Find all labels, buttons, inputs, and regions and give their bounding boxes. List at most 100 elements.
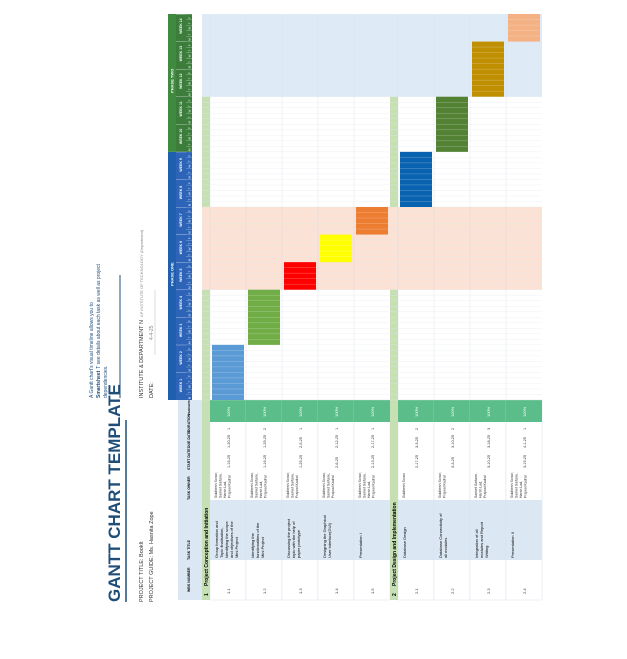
day-cell (186, 367, 192, 373)
task-title-line: Presentation II (510, 532, 515, 558)
day-letter: M (188, 38, 192, 41)
gantt-bar[interactable] (320, 234, 352, 263)
day-letter: M (188, 258, 192, 261)
task-title-cell (470, 500, 506, 560)
task-pct-complete: 100% (450, 406, 455, 417)
task-owner: Siddhesh Sonar,Sanket Sartane,Prajwal Ka… (286, 472, 299, 498)
date-label: DATE: (149, 382, 155, 398)
task-title-line: all modules (443, 538, 448, 558)
day-cell (186, 190, 192, 196)
smartsheet-link-text[interactable]: Smartsheet (96, 370, 102, 398)
day-letter: M (188, 369, 192, 372)
task-owner-line: Sanket Sartane, (219, 473, 223, 498)
task-title-cell (434, 500, 470, 560)
task-owner-line: Sanket Sartane, (515, 473, 519, 498)
day-letter: F (188, 99, 192, 101)
day-letter: F (188, 375, 192, 377)
task-owner-line: Siddhesh Sonar, (358, 472, 362, 498)
day-cell (186, 14, 192, 20)
day-letter: T (188, 364, 192, 366)
task-title-cell (210, 500, 246, 560)
task-title-cell (246, 500, 282, 560)
pct-complete-cell (210, 400, 246, 422)
institute-value: AP INSTITUTE OF TECHNOLOGY (Department) (139, 229, 144, 317)
task-title-cell (398, 500, 434, 560)
task-wbs: 2.1 (414, 588, 419, 594)
task-owner-line: Harsh Lad, (479, 481, 483, 498)
task-wbs: 1.4 (334, 588, 339, 594)
day-cell (186, 245, 192, 252)
day-cell (186, 63, 192, 70)
day-letter: W (188, 54, 192, 57)
day-letter: T (188, 171, 192, 173)
day-letter: F (188, 155, 192, 157)
task-start-date: 1-16-25 (227, 455, 231, 468)
task-pct-complete: 100% (370, 406, 375, 417)
task-wbs: 1.2 (262, 588, 267, 594)
task-due-date: 2-5-25 (299, 437, 303, 448)
gantt-bar[interactable] (508, 14, 540, 42)
pct-complete-cell (470, 400, 506, 422)
task-title-line: Database Connectivity of (438, 513, 443, 558)
day-letter: M (188, 203, 192, 206)
day-letter: T (188, 50, 192, 52)
col-pct-complete: PERCENTAGE OF TASK COMPLETE (187, 363, 191, 415)
week-label: WEEK 8 (179, 186, 183, 199)
day-cell (186, 306, 192, 312)
task-start-date: 2-17-25 (415, 455, 419, 468)
day-letter: T (188, 381, 192, 383)
task-title-line: topic with the help of (291, 521, 296, 558)
day-cell (186, 361, 192, 367)
phase-two-band (168, 14, 176, 152)
task-title-line: Discussing the project (286, 518, 291, 558)
day-letter: M (188, 176, 192, 179)
phase-two-label: PHASE TWO (170, 69, 175, 93)
week-label: WEEK 10 (179, 129, 183, 144)
day-cell (186, 107, 192, 114)
pct-complete-cell (398, 400, 434, 422)
task-owner-line: Sanket Sartane, (291, 473, 295, 498)
phase-one-band (168, 151, 176, 400)
col-task-owner: TASK OWNER (187, 476, 191, 500)
smartsheet-link[interactable]: Smartsheet T see details about each task … (96, 263, 102, 398)
task-title-line: Identifying the scope (224, 521, 229, 558)
task-owner-line: Harsh Lad, (367, 481, 371, 498)
task-duration: 2 (451, 428, 455, 430)
task-pct-complete: 100% (334, 406, 339, 417)
day-letter: W (188, 165, 192, 168)
gantt-bar[interactable] (356, 206, 388, 235)
task-due-date: 3-3-25 (415, 437, 419, 448)
day-cell (186, 328, 192, 334)
day-letter: M (188, 341, 192, 344)
week-label: WEEK 4 (179, 296, 183, 309)
day-letter: T (188, 226, 192, 228)
task-owner-line: Siddhesh Sonar, (510, 472, 514, 498)
task-owner-line: Sanket Sartane, (363, 473, 367, 498)
day-cell (186, 323, 192, 329)
day-letter: T (188, 160, 192, 162)
day-letter: T (188, 392, 192, 394)
week-label: WEEK 2 (179, 351, 183, 364)
day-cell (186, 267, 192, 274)
task-owner: Siddhesh Sonar,Sanket Sartane,Harsh Lad,… (214, 472, 232, 498)
pct-complete-cell (354, 400, 390, 422)
day-letter: W (188, 137, 192, 140)
day-letter: T (188, 105, 192, 107)
day-cell (186, 85, 192, 92)
task-title: Designing the GraphicalUser Interface(GU… (322, 515, 332, 558)
gantt-bar[interactable] (284, 262, 316, 290)
col-duration: DURATION (187, 413, 191, 432)
day-cell (186, 36, 192, 42)
week-label: WEEK 6 (179, 241, 183, 254)
day-letter: T (188, 22, 192, 24)
task-owner-line: Siddhesh Sonar, (438, 472, 442, 498)
task-owner-line: Sanket Sartane, (255, 473, 259, 498)
day-cell (186, 251, 192, 257)
date-value: 4-4-25 (149, 325, 155, 340)
task-owner: Siddhesh Sonar,Sanket Sartane,Prajwal Ka… (322, 472, 335, 498)
note-line-3: dependencies. (103, 365, 109, 398)
day-cell (186, 223, 192, 230)
week-header (176, 14, 186, 42)
day-letter: T (188, 188, 192, 190)
